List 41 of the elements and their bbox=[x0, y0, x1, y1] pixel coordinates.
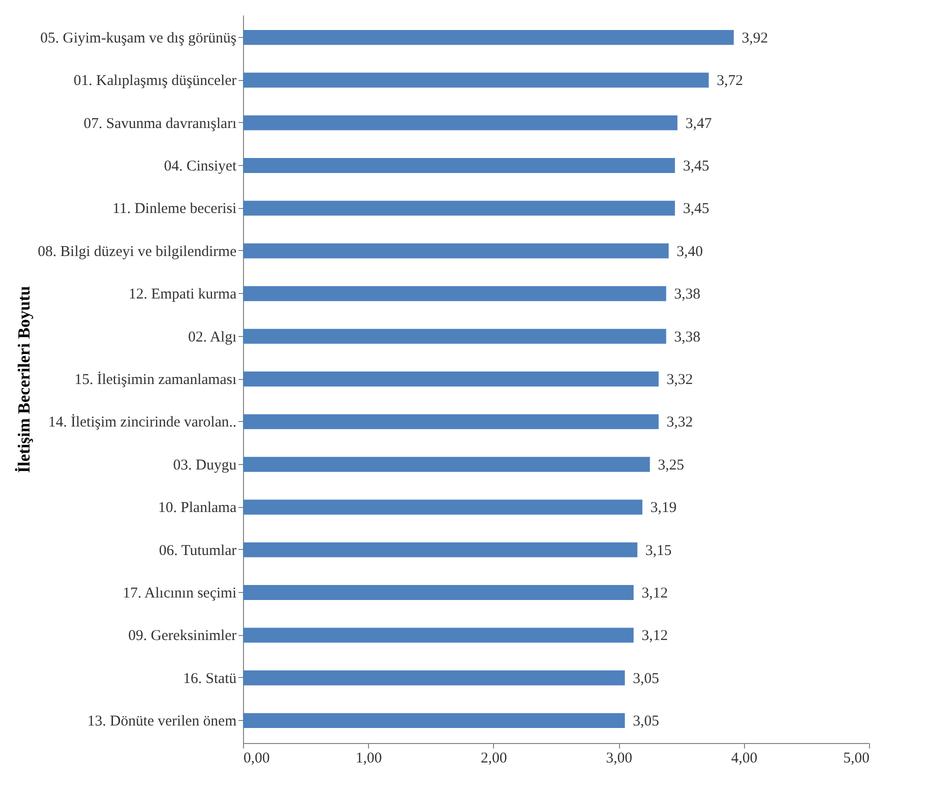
y-tick-label: 16. Statü bbox=[183, 670, 237, 687]
data-label: 3,45 bbox=[682, 158, 710, 175]
y-tick-label: 05. Giyim-kuşam ve dış görünüş bbox=[40, 30, 237, 46]
data-label: 3,38 bbox=[674, 329, 700, 346]
x-tick-label: 5,00 bbox=[843, 750, 870, 766]
data-label: 3,05 bbox=[632, 670, 660, 687]
data-label: 3,32 bbox=[666, 372, 693, 388]
x-tick-label: 3,00 bbox=[606, 750, 632, 766]
y-tick-label: 14. İletişim zincirinde varolan.. bbox=[48, 414, 236, 431]
y-tick-label: 08. Bilgi düzeyi ve bilgilendirme bbox=[38, 244, 237, 260]
y-tick-label: 13. Dönüte verilen önem bbox=[87, 714, 237, 730]
data-label: 3,45 bbox=[682, 201, 710, 218]
y-tick-label: 07. Savunma davranışları bbox=[84, 116, 236, 132]
x-tick-label: 0,00 bbox=[244, 750, 270, 766]
data-label: 3,15 bbox=[645, 542, 672, 559]
y-tick-label: 04. Cinsiyet bbox=[164, 158, 238, 175]
y-tick-label: 01. Kalıplaşmış düşünceler bbox=[74, 73, 236, 90]
data-label: 3,40 bbox=[676, 244, 703, 260]
y-tick-label: 12. Empati kurma bbox=[128, 286, 237, 303]
data-label: 3,19 bbox=[650, 500, 677, 516]
data-label: 3,05 bbox=[632, 714, 660, 730]
data-label: 3,92 bbox=[742, 30, 768, 46]
y-tick-label: 15. İletişimin zamanlaması bbox=[74, 371, 236, 388]
y-tick-label: 11. Dinleme becerisi bbox=[112, 201, 236, 218]
data-label: 3,12 bbox=[642, 585, 668, 602]
data-label: 3,47 bbox=[685, 116, 712, 132]
data-label: 3,72 bbox=[716, 73, 743, 90]
data-label: 3,38 bbox=[674, 286, 700, 303]
x-tick-label: 4,00 bbox=[731, 750, 758, 766]
x-tick-label: 2,00 bbox=[480, 750, 508, 766]
y-tick-label: 02. Algı bbox=[188, 329, 236, 346]
y-axis-title: İletişim Becerileri Boyutu bbox=[14, 286, 34, 473]
y-tick-label: 09. Gereksinimler bbox=[128, 628, 236, 644]
y-tick-label: 10. Planlama bbox=[158, 500, 237, 516]
data-label: 3,32 bbox=[666, 414, 693, 431]
y-tick-label: 17. Alıcının seçimi bbox=[122, 585, 236, 602]
data-label: 3,12 bbox=[642, 628, 668, 644]
y-tick-label: 03. Duygu bbox=[173, 457, 237, 474]
x-tick-label: 1,00 bbox=[356, 750, 382, 766]
y-tick-label: 06. Tutumlar bbox=[158, 542, 236, 559]
data-label: 3,25 bbox=[658, 457, 684, 474]
